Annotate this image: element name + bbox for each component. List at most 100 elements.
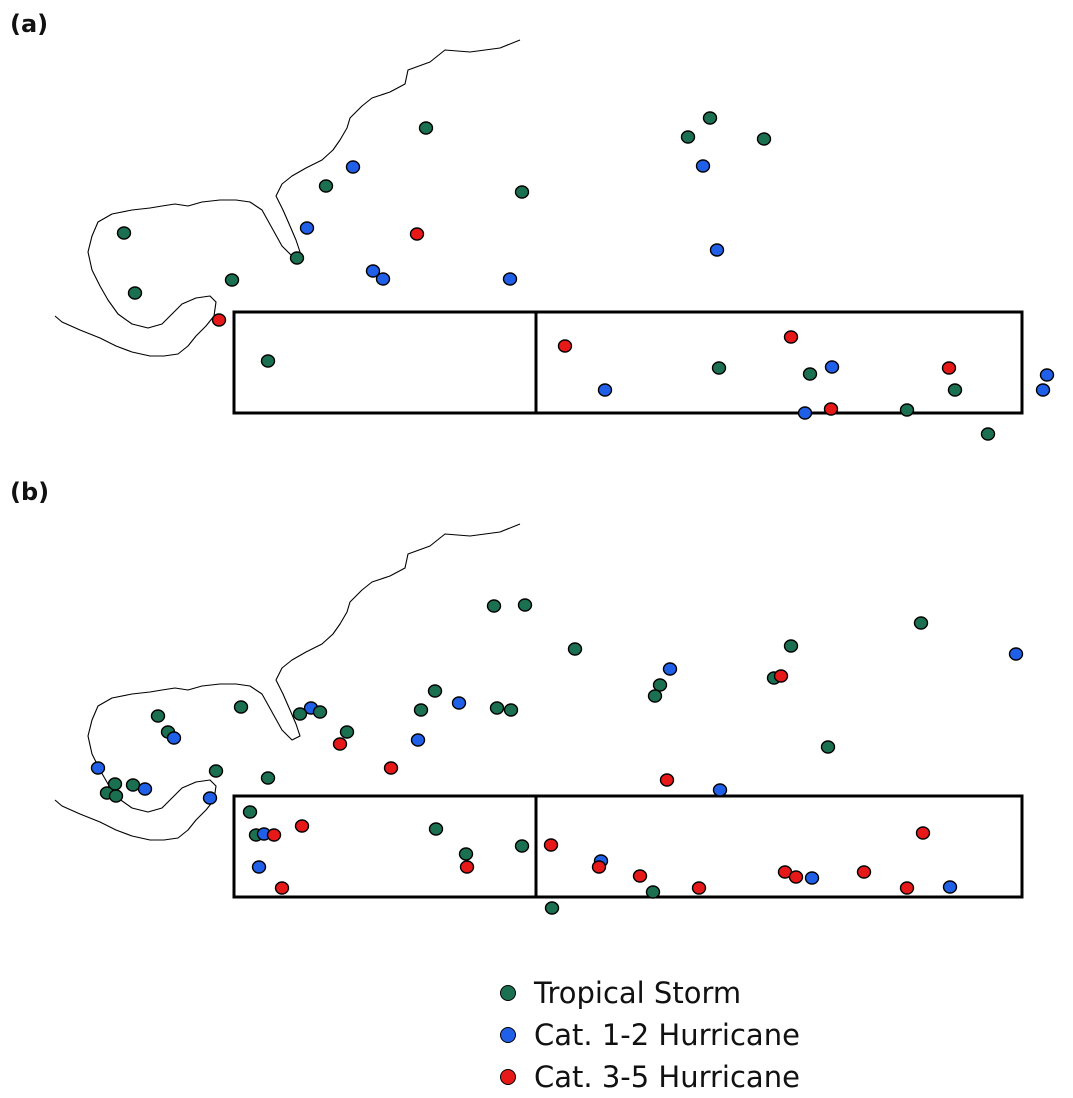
storm-marker-cat12: [90, 761, 106, 775]
storm-marker-ts: [292, 707, 308, 721]
storm-marker-ts: [108, 789, 124, 803]
storm-marker-ts: [289, 251, 305, 265]
storm-marker-cat12: [662, 662, 678, 676]
legend-marker: [500, 1027, 516, 1043]
storm-marker-ts: [680, 130, 696, 144]
storm-marker-cat35: [459, 860, 475, 874]
legend: Tropical Storm Cat. 1-2 Hurricane Cat. 3…: [500, 972, 800, 1098]
storm-marker-cat35: [409, 227, 425, 241]
storm-marker-ts: [514, 839, 530, 853]
storm-marker-ts: [260, 354, 276, 368]
storm-marker-cat12: [942, 880, 958, 894]
storm-marker-cat35: [788, 870, 804, 884]
basemap: [54, 523, 521, 841]
storm-marker-ts: [899, 403, 915, 417]
storm-marker-cat12: [451, 696, 467, 710]
storm-marker-ts: [486, 599, 502, 613]
storm-marker-cat12: [804, 871, 820, 885]
storm-marker-ts: [489, 701, 505, 715]
storm-marker-ts: [514, 185, 530, 199]
storm-marker-cat12: [345, 160, 361, 174]
storm-marker-ts: [413, 703, 429, 717]
storm-marker-cat35: [591, 860, 607, 874]
legend-label: Tropical Storm: [534, 976, 742, 1010]
storm-markers: [90, 598, 1024, 915]
storm-marker-ts: [947, 383, 963, 397]
storm-marker-ts: [544, 901, 560, 915]
map-panel-a: [54, 39, 1055, 441]
legend-marker: [500, 1069, 516, 1085]
storm-marker-cat12: [1039, 368, 1055, 382]
storm-marker-cat12: [299, 221, 315, 235]
storm-marker-ts: [339, 725, 355, 739]
storm-marker-ts: [125, 778, 141, 792]
storm-marker-cat12: [502, 272, 518, 286]
map-panel-b: [54, 523, 1024, 915]
storm-marker-ts: [458, 847, 474, 861]
legend-marker: [500, 985, 516, 1001]
storm-marker-cat12: [365, 264, 381, 278]
storm-marker-ts: [517, 598, 533, 612]
storm-marker-cat35: [274, 881, 290, 895]
storm-marker-cat35: [211, 313, 227, 327]
legend-label: Cat. 3-5 Hurricane: [534, 1060, 800, 1094]
storm-marker-cat35: [783, 330, 799, 344]
storm-marker-ts: [980, 427, 996, 441]
storm-marker-cat12: [166, 731, 182, 745]
storm-marker-ts: [503, 703, 519, 717]
storm-marker-ts: [233, 700, 249, 714]
storm-marker-ts: [645, 885, 661, 899]
storm-marker-cat35: [773, 669, 789, 683]
legend-item-tropical-storm: Tropical Storm: [500, 972, 800, 1014]
main-development-region-box: [534, 310, 1024, 415]
us-east-coast: [54, 523, 521, 841]
storm-marker-cat12: [797, 406, 813, 420]
storm-marker-cat12: [709, 243, 725, 257]
storm-marker-cat12: [202, 791, 218, 805]
storm-marker-cat12: [824, 360, 840, 374]
storm-marker-cat12: [1008, 647, 1024, 661]
storm-marker-cat12: [597, 383, 613, 397]
storm-marker-ts: [783, 639, 799, 653]
storm-marker-ts: [224, 273, 240, 287]
storm-marker-cat12: [695, 159, 711, 173]
storm-marker-cat12: [137, 782, 153, 796]
storm-marker-ts: [260, 771, 276, 785]
storm-marker-cat12: [1035, 383, 1051, 397]
storm-marker-cat35: [915, 826, 931, 840]
storm-marker-ts: [567, 642, 583, 656]
storm-marker-cat35: [691, 881, 707, 895]
storm-marker-cat12: [375, 272, 391, 286]
storm-markers: [116, 111, 1055, 441]
storm-marker-cat12: [410, 733, 426, 747]
storm-marker-ts: [116, 226, 132, 240]
storm-marker-ts: [127, 286, 143, 300]
storm-marker-ts: [427, 684, 443, 698]
storm-marker-ts: [802, 367, 818, 381]
storm-marker-cat35: [266, 828, 282, 842]
storm-marker-ts: [702, 111, 718, 125]
storm-marker-ts: [208, 764, 224, 778]
storm-marker-ts: [150, 709, 166, 723]
storm-marker-ts: [652, 678, 668, 692]
caribbean-box: [232, 310, 538, 415]
storm-marker-cat35: [856, 865, 872, 879]
storm-marker-cat35: [941, 361, 957, 375]
storm-marker-ts: [647, 689, 663, 703]
storm-marker-cat12: [251, 860, 267, 874]
storm-marker-cat35: [659, 773, 675, 787]
storm-marker-ts: [418, 121, 434, 135]
storm-marker-ts: [711, 361, 727, 375]
storm-marker-cat35: [632, 869, 648, 883]
legend-item-cat-3-5: Cat. 3-5 Hurricane: [500, 1056, 800, 1098]
panel-a-label: (a): [10, 10, 49, 38]
storm-marker-cat35: [899, 881, 915, 895]
basemap: [54, 39, 521, 357]
storm-marker-ts: [820, 740, 836, 754]
storm-marker-ts: [756, 132, 772, 146]
panel-b-label: (b): [10, 478, 50, 506]
storm-marker-cat35: [823, 402, 839, 416]
storm-marker-cat12: [712, 783, 728, 797]
storm-marker-cat35: [332, 737, 348, 751]
storm-marker-ts: [312, 705, 328, 719]
